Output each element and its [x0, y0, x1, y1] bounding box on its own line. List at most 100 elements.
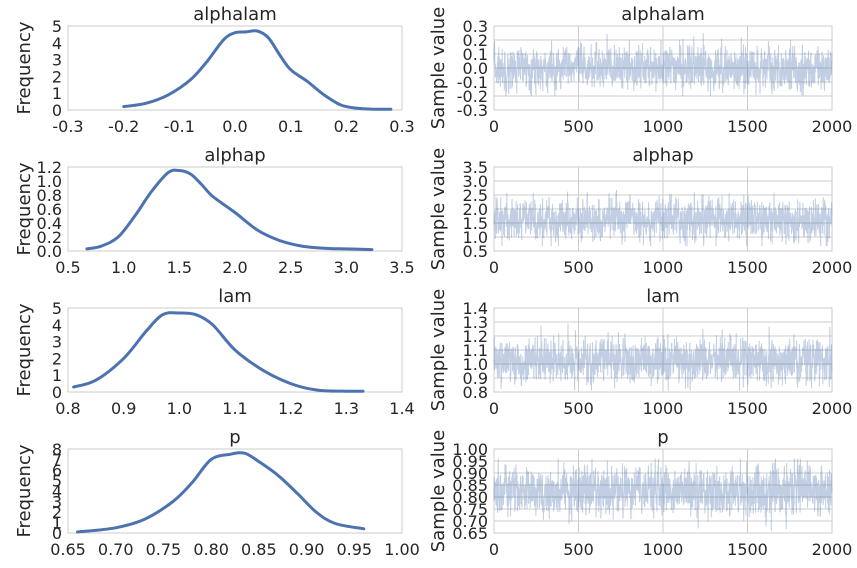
x-tick-label: 1500 [727, 258, 768, 277]
y-tick-label: -0.2 [457, 87, 488, 106]
plot-frame [67, 448, 403, 534]
x-tick-label: 1500 [727, 117, 768, 136]
x-tick-label: -0.3 [52, 117, 83, 136]
y-tick-label: 4 [52, 316, 62, 335]
x-tick-label: 0.1 [278, 117, 303, 136]
y-tick-label: -0.3 [457, 101, 488, 120]
y-tick-label: 1.4 [463, 299, 488, 318]
x-tick-label: 1500 [727, 399, 768, 418]
y-tick-label: 2.5 [463, 186, 488, 205]
subplot-title: alphalam [621, 4, 704, 25]
x-tick-label: 0.80 [193, 540, 229, 559]
y-tick-label: 0 [52, 101, 62, 120]
y-tick-label: 2.0 [463, 200, 488, 219]
y-tick-label: 0.8 [463, 383, 488, 402]
subplot-title: lam [218, 286, 252, 307]
y-tick-label: 1.0 [463, 355, 488, 374]
y-tick-label: 5 [52, 299, 62, 318]
y-tick-label: 0 [52, 524, 62, 543]
x-tick-label: 0.90 [289, 540, 325, 559]
x-tick-label: 2000 [812, 258, 853, 277]
y-tick-label: 0.1 [463, 45, 488, 64]
x-tick-label: 2000 [812, 540, 853, 559]
plot-frame [67, 25, 403, 111]
x-tick-label: 1500 [727, 540, 768, 559]
y-tick-label: 3 [52, 333, 62, 352]
y-tick-label: 1.5 [463, 214, 488, 233]
x-tick-label: 0 [489, 540, 499, 559]
x-tick-label: 0.65 [50, 540, 86, 559]
x-tick-label: 0.85 [241, 540, 277, 559]
y-tick-label: 1.0 [463, 228, 488, 247]
x-tick-label: 0.70 [98, 540, 134, 559]
y-tick-label: 0.3 [463, 17, 488, 36]
x-tick-label: 3.0 [334, 258, 359, 277]
subplot-title: p [657, 427, 668, 448]
y-tick-label: 0.0 [37, 242, 62, 261]
subplot-title: p [229, 427, 240, 448]
y-tick-label: 0.70 [452, 512, 488, 531]
x-tick-label: 1.00 [384, 540, 420, 559]
x-tick-label: 1000 [643, 540, 684, 559]
x-tick-label: 0.95 [336, 540, 372, 559]
x-tick-label: 1.0 [111, 258, 136, 277]
y-tick-label: 0.85 [452, 476, 488, 495]
subplot-title: alphap [632, 145, 693, 166]
y-tick-label: 0 [52, 383, 62, 402]
subplot-title: lam [646, 286, 680, 307]
y-tick-label: 0.9 [463, 369, 488, 388]
subplot-4: 0 500 1000 1500 2000 0.51.01.52.02.53.03.5 alp… [428, 145, 852, 277]
trace-line [493, 323, 833, 391]
y-tick-label: 1 [52, 84, 62, 103]
y-tick-label: 0.0 [463, 59, 488, 78]
x-tick-label: 0 [489, 399, 499, 418]
y-tick-label: 1.0 [37, 172, 62, 191]
x-tick-label: -0.2 [108, 117, 139, 136]
y-tick-label: 8 [52, 440, 62, 459]
y-tick-label: 1.3 [463, 313, 488, 332]
x-tick-label: 1000 [643, 258, 684, 277]
x-tick-label: 0 [489, 117, 499, 136]
y-tick-label: 0.2 [463, 31, 488, 50]
x-tick-label: 0.0 [222, 117, 247, 136]
y-axis-label: Sample value [428, 289, 449, 411]
y-tick-label: 2 [52, 349, 62, 368]
kde-line [72, 311, 365, 393]
kde-line [85, 168, 374, 252]
y-tick-label: 5 [52, 17, 62, 36]
y-tick-label: 0.75 [452, 500, 488, 519]
x-tick-label: 0 [489, 258, 499, 277]
x-tick-label: 0.2 [334, 117, 359, 136]
y-axis-label: Frequency [14, 444, 35, 537]
y-tick-label: 5 [52, 472, 62, 491]
y-tick-label: 0.5 [463, 242, 488, 261]
y-tick-label: 1.00 [452, 440, 488, 459]
x-tick-label: 2.5 [278, 258, 303, 277]
y-tick-label: 4 [52, 34, 62, 53]
x-tick-label: 500 [563, 117, 594, 136]
y-tick-label: 6 [52, 461, 62, 480]
y-tick-label: 1 [52, 366, 62, 385]
x-tick-label: 1.0 [167, 399, 192, 418]
y-tick-label: 0.6 [37, 200, 62, 219]
y-tick-label: 2 [52, 503, 62, 522]
x-tick-label: 1.1 [222, 399, 247, 418]
x-tick-label: 3.5 [389, 258, 414, 277]
x-tick-label: 500 [563, 399, 594, 418]
y-tick-label: 0.90 [452, 464, 488, 483]
x-tick-label: 1.3 [334, 399, 359, 418]
y-tick-label: 2 [52, 67, 62, 86]
y-tick-label: 0.2 [37, 228, 62, 247]
y-tick-label: 3.5 [463, 158, 488, 177]
y-axis-label: Frequency [14, 303, 35, 396]
x-tick-label: 0.9 [111, 399, 136, 418]
y-axis-label: Frequency [14, 21, 35, 114]
x-tick-label: 2.0 [222, 258, 247, 277]
subplot-3: 0.5 1.0 1.5 2.0 2.5 3.0 3.50.00.20.40.60.81.01… [14, 145, 415, 277]
y-tick-label: -0.1 [457, 73, 488, 92]
x-tick-label: 1.5 [167, 258, 192, 277]
trace-line [493, 458, 833, 531]
trace-line [493, 189, 833, 247]
